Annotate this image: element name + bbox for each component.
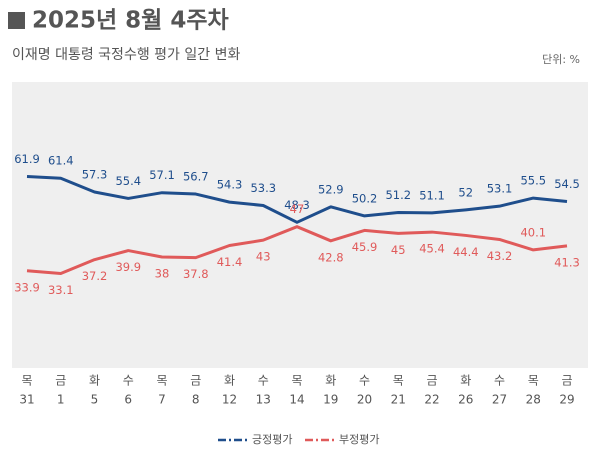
x-tick-weekday: 금 — [190, 374, 201, 388]
data-label: 56.7 — [183, 170, 209, 184]
series-line — [26, 175, 568, 224]
x-tick-label: 14 — [289, 393, 304, 407]
x-tick-label: 21 — [391, 393, 406, 407]
data-label: 53.1 — [487, 182, 513, 196]
x-tick-weekday: 금 — [426, 374, 437, 388]
plot-area — [12, 82, 588, 368]
data-label: 37.8 — [183, 267, 209, 281]
x-tick-label: 27 — [492, 393, 507, 407]
x-tick-weekday: 수 — [258, 374, 269, 388]
data-label: 43 — [256, 250, 271, 264]
legend-label: 부정평가 — [339, 433, 379, 446]
x-tick-weekday: 목 — [21, 374, 32, 388]
x-tick-label: 29 — [559, 393, 574, 407]
data-label: 57.1 — [149, 168, 175, 182]
x-tick-label: 12 — [222, 393, 237, 407]
x-tick-label: 1 — [57, 393, 65, 407]
x-tick-weekday: 화 — [89, 374, 100, 388]
data-label: 54.5 — [554, 177, 580, 191]
x-tick-weekday: 목 — [291, 374, 302, 388]
x-tick-label: 7 — [158, 393, 166, 407]
data-label: 41.4 — [217, 255, 243, 269]
data-label: 40.1 — [520, 225, 546, 239]
x-tick-weekday: 수 — [123, 374, 134, 388]
x-tick-label: 20 — [357, 393, 372, 407]
x-tick-weekday: 수 — [494, 374, 505, 388]
x-tick-label: 22 — [424, 393, 439, 407]
data-label: 33.9 — [14, 280, 40, 294]
data-label: 52 — [458, 185, 473, 199]
series-line — [26, 225, 568, 275]
data-label: 55.5 — [520, 174, 546, 188]
data-label: 38 — [155, 266, 170, 280]
data-label: 41.3 — [554, 255, 580, 269]
data-label: 33.1 — [48, 283, 74, 297]
data-label: 42.8 — [318, 250, 344, 264]
x-tick-label: 19 — [323, 393, 338, 407]
data-label: 55.4 — [115, 174, 141, 188]
unit-label: 단위: % — [542, 53, 580, 66]
data-label: 45.9 — [352, 240, 378, 254]
x-tick-label: 26 — [458, 393, 473, 407]
data-label: 47 — [290, 202, 305, 216]
x-tick-weekday: 목 — [528, 374, 539, 388]
x-tick-weekday: 화 — [325, 374, 336, 388]
x-tick-label: 31 — [19, 393, 34, 407]
x-tick-weekday: 목 — [393, 374, 404, 388]
data-label: 37.2 — [82, 269, 108, 283]
x-tick-weekday: 화 — [460, 374, 471, 388]
x-tick-weekday: 화 — [224, 374, 235, 388]
data-label: 57.3 — [82, 168, 108, 182]
data-label: 51.1 — [419, 188, 445, 202]
chart-subtitle: 이재명 대통령 국정수행 평가 일간 변화 — [12, 47, 240, 63]
data-label: 52.9 — [318, 182, 344, 196]
data-label: 39.9 — [115, 260, 141, 274]
data-label: 43.2 — [487, 249, 513, 263]
data-label: 48.3 — [284, 198, 310, 212]
x-tick-label: 5 — [91, 393, 99, 407]
x-tick-weekday: 금 — [55, 374, 66, 388]
data-label: 51.2 — [385, 188, 411, 202]
x-tick-weekday: 목 — [156, 374, 167, 388]
data-label: 61.9 — [14, 152, 40, 166]
x-tick-weekday: 수 — [359, 374, 370, 388]
data-label: 53.3 — [250, 181, 276, 195]
data-label: 61.4 — [48, 154, 74, 168]
x-tick-label: 28 — [526, 393, 541, 407]
title-marker — [8, 12, 25, 29]
legend-label: 긍정평가 — [252, 433, 292, 446]
data-label: 45.4 — [419, 242, 445, 256]
data-label: 54.3 — [217, 178, 243, 192]
x-tick-label: 13 — [256, 393, 271, 407]
x-tick-label: 6 — [124, 393, 132, 407]
chart-title: 2025년 8월 4주차 — [32, 8, 229, 34]
data-label: 45 — [391, 243, 406, 257]
x-tick-weekday: 금 — [561, 374, 572, 388]
data-label: 50.2 — [352, 191, 378, 205]
x-tick-label: 8 — [192, 393, 200, 407]
data-label: 44.4 — [453, 245, 479, 259]
